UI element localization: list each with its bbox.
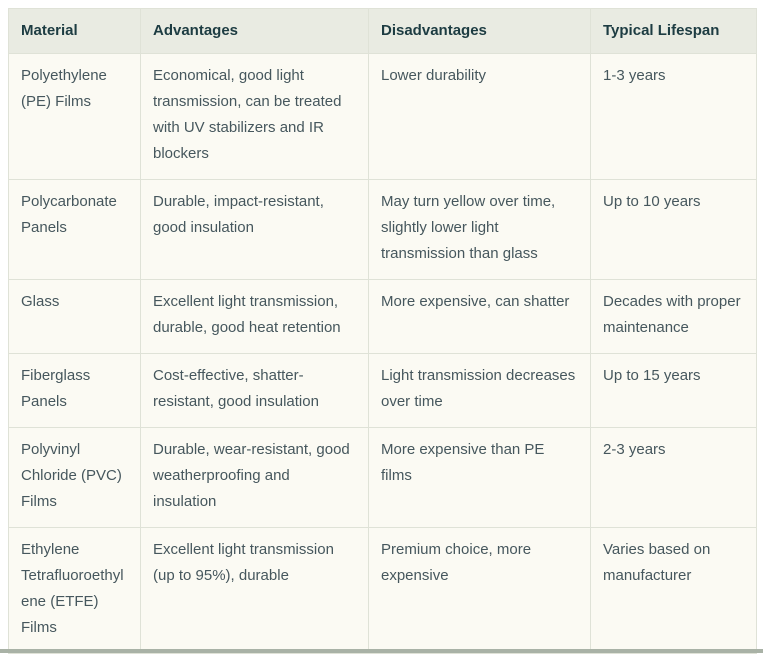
table-row: Ethylene Tetrafluoroethylene (ETFE) Film… bbox=[8, 527, 757, 654]
cell-lifespan: 2-3 years bbox=[590, 427, 757, 528]
column-header-disadvantages: Disadvantages bbox=[368, 8, 591, 54]
cell-lifespan: Up to 15 years bbox=[590, 353, 757, 428]
cell-lifespan: Varies based on manufacturer bbox=[590, 527, 757, 654]
table-row: Polycarbonate Panels Durable, impact-resi… bbox=[8, 179, 757, 280]
cell-lifespan: Decades with proper maintenance bbox=[590, 279, 757, 354]
cell-advantages: Excellent light transmission, durable, g… bbox=[140, 279, 369, 354]
cell-advantages: Cost-effective, shatter-resistant, good … bbox=[140, 353, 369, 428]
cell-disadvantages: Premium choice, more expensive bbox=[368, 527, 591, 654]
cell-advantages: Excellent light transmission (up to 95%)… bbox=[140, 527, 369, 654]
cell-material: Glass bbox=[8, 279, 141, 354]
cell-advantages: Economical, good light transmission, can… bbox=[140, 53, 369, 180]
cell-advantages: Durable, impact-resistant, good insulati… bbox=[140, 179, 369, 280]
column-header-advantages: Advantages bbox=[140, 8, 369, 54]
column-header-lifespan: Typical Lifespan bbox=[590, 8, 757, 54]
cell-disadvantages: Lower durability bbox=[368, 53, 591, 180]
cell-material: Polyethylene (PE) Films bbox=[8, 53, 141, 180]
cell-disadvantages: Light transmission decreases over time bbox=[368, 353, 591, 428]
cell-lifespan: Up to 10 years bbox=[590, 179, 757, 280]
table-row: Polyethylene (PE) Films Economical, good … bbox=[8, 53, 757, 180]
materials-comparison-table-wrap: Material Advantages Disadvantages Typica… bbox=[8, 8, 757, 654]
cell-material: Polyvinyl Chloride (PVC) Films bbox=[8, 427, 141, 528]
cell-disadvantages: More expensive, can shatter bbox=[368, 279, 591, 354]
cell-material: Fiberglass Panels bbox=[8, 353, 141, 428]
cell-advantages: Durable, wear-resistant, good weatherpro… bbox=[140, 427, 369, 528]
table-row: Polyvinyl Chloride (PVC) Films Durable, w… bbox=[8, 427, 757, 528]
column-header-material: Material bbox=[8, 8, 141, 54]
table-header-row: Material Advantages Disadvantages Typica… bbox=[8, 8, 757, 54]
table-row: Fiberglass Panels Cost-effective, shatter… bbox=[8, 353, 757, 428]
table-header: Material Advantages Disadvantages Typica… bbox=[8, 8, 757, 54]
cell-material: Polycarbonate Panels bbox=[8, 179, 141, 280]
materials-comparison-table: Material Advantages Disadvantages Typica… bbox=[8, 8, 757, 654]
table-body: Polyethylene (PE) Films Economical, good … bbox=[8, 53, 757, 654]
cell-lifespan: 1-3 years bbox=[590, 53, 757, 180]
cell-material: Ethylene Tetrafluoroethylene (ETFE) Film… bbox=[8, 527, 141, 654]
cell-disadvantages: More expensive than PE films bbox=[368, 427, 591, 528]
bottom-divider-strip bbox=[0, 649, 763, 653]
cell-disadvantages: May turn yellow over time, slightly lowe… bbox=[368, 179, 591, 280]
table-row: Glass Excellent light transmission, durab… bbox=[8, 279, 757, 354]
